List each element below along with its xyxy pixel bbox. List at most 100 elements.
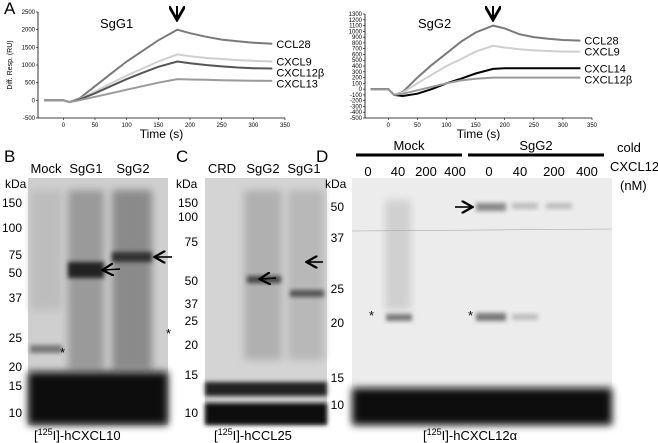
x-tick-label: 150: [471, 123, 482, 129]
kda-marker: 10: [185, 406, 199, 420]
lane-label: 0: [364, 164, 371, 179]
lane-label: Mock: [30, 161, 62, 176]
caption-sup: 125: [427, 427, 442, 437]
kda-marker: 50: [331, 200, 345, 214]
gel-crack: [351, 228, 613, 232]
group-label: Mock: [393, 138, 425, 153]
y-tick-label: 300: [352, 70, 363, 76]
y-tick-label: 1100: [349, 24, 363, 30]
lane-label: 40: [513, 164, 527, 179]
kda-marker: 50: [185, 274, 199, 288]
arrow: [104, 269, 121, 270]
legend-label: CXCL9: [276, 56, 311, 68]
x-axis-label: Time (s): [457, 127, 501, 141]
lane-label: 400: [444, 164, 466, 179]
smear: [288, 190, 324, 360]
gel-d: [351, 153, 613, 425]
unit-label: (nM): [620, 178, 647, 193]
lane-label: CRD: [208, 161, 236, 176]
x-tick-label: 100: [122, 123, 133, 129]
y-tick-label: 500: [25, 81, 36, 87]
legend-label: CXCL13: [276, 78, 318, 90]
series-line: [370, 44, 581, 97]
y-tick-label: 200: [352, 76, 363, 82]
kda-marker: 10: [331, 398, 345, 412]
smear: [112, 190, 152, 370]
y-tick-label: 500: [352, 58, 363, 64]
y-tick-label: 100: [352, 81, 363, 87]
y-tick-label: -400: [350, 110, 363, 116]
lane-label: 0: [485, 164, 492, 179]
band: [546, 203, 572, 209]
legend-label: CCL28: [584, 36, 618, 48]
band: [512, 314, 538, 320]
x-tick-label: 200: [185, 123, 196, 129]
series-line: [370, 67, 581, 98]
series-line: [44, 78, 273, 104]
lane-label: 200: [543, 164, 565, 179]
y-tick-label: 1000: [22, 63, 36, 69]
caption: [125I]-hCXCL12α: [423, 427, 518, 443]
y-tick-label: -200: [350, 99, 363, 105]
chart-title: SgG2: [418, 16, 451, 31]
kda-marker: 75: [9, 248, 23, 262]
panel-label: A: [4, 0, 16, 18]
kda-marker: 20: [185, 338, 199, 352]
free-label: [28, 372, 168, 425]
smear: [68, 190, 104, 370]
series-line: [370, 24, 581, 97]
lane-label: SgG2: [246, 161, 279, 176]
y-tick-label: 900: [352, 35, 363, 41]
caption-part: [: [214, 428, 218, 443]
kda-marker: 15: [185, 368, 199, 382]
star: *: [468, 308, 473, 323]
lane-label: 40: [391, 164, 405, 179]
series-line: [44, 53, 273, 104]
caption: [125I]-hCXCL10: [34, 427, 121, 443]
unit-label: cold: [617, 140, 641, 155]
y-tick-label: 2000: [22, 28, 36, 34]
x-tick-label: 0: [387, 123, 391, 129]
x-tick-label: 150: [153, 123, 164, 129]
panel-label: C: [176, 147, 188, 166]
free-label: [352, 388, 612, 425]
caption: [125I]-hCCL25: [214, 427, 292, 443]
y-tick-label: -500: [350, 116, 363, 122]
caption-part: I]-hCCL25: [233, 428, 292, 443]
kda-marker: 15: [331, 371, 345, 385]
band: [30, 345, 62, 353]
legend-label: CCL28: [276, 39, 310, 51]
smear: [30, 190, 62, 310]
kda-marker: 15: [9, 379, 23, 393]
band: [68, 262, 104, 278]
kda-marker: 20: [9, 360, 23, 374]
y-tick-label: 400: [352, 64, 363, 70]
x-tick-label: 0: [62, 123, 66, 129]
band: [476, 313, 506, 321]
kda-marker: 150: [2, 196, 22, 210]
caption-part: [: [423, 428, 427, 443]
kda-marker: 37: [331, 231, 345, 245]
y-tick-label: 1000: [349, 29, 363, 35]
kda-marker: 25: [185, 314, 199, 328]
kda-marker: 20: [331, 316, 345, 330]
band: [112, 252, 152, 262]
gel-c: [205, 178, 327, 425]
x-tick-label: 250: [529, 123, 540, 129]
band: [205, 382, 327, 396]
x-tick-label: 300: [558, 123, 569, 129]
caption-sup: 125: [218, 427, 233, 437]
lane-label: 200: [415, 164, 437, 179]
y-tick-label: 1300: [349, 12, 363, 18]
x-axis-label: Time (s): [140, 127, 184, 141]
kda-marker: 150: [178, 196, 198, 210]
panel-label: D: [316, 147, 328, 166]
kda-label: kDa: [325, 177, 347, 191]
x-tick-label: 50: [92, 123, 99, 129]
legend-label: CXCL9: [584, 47, 619, 59]
gel-b: [28, 178, 172, 425]
caption-part: I]-hCXCL12α: [442, 428, 518, 443]
unit-label: CXCL12: [610, 159, 658, 174]
y-axis-label: Diff. Resp. (RU): [7, 40, 14, 89]
